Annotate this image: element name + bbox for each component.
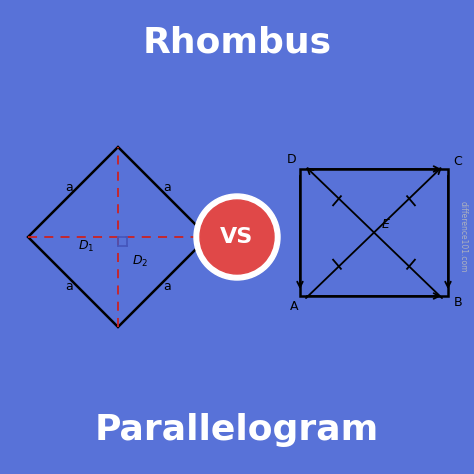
Text: difference101.com: difference101.com bbox=[458, 201, 467, 273]
Polygon shape bbox=[0, 104, 237, 370]
Polygon shape bbox=[237, 104, 474, 370]
Text: a: a bbox=[164, 181, 171, 194]
Text: Rhombus: Rhombus bbox=[143, 25, 331, 59]
Text: D: D bbox=[287, 153, 297, 165]
Text: $D_1$: $D_1$ bbox=[78, 238, 94, 254]
Text: a: a bbox=[164, 280, 171, 293]
Text: a: a bbox=[65, 280, 73, 293]
Circle shape bbox=[200, 200, 274, 274]
Text: B: B bbox=[454, 295, 462, 309]
Text: VS: VS bbox=[220, 227, 254, 247]
Polygon shape bbox=[0, 310, 474, 474]
Polygon shape bbox=[0, 0, 474, 164]
Text: $D_2$: $D_2$ bbox=[132, 254, 148, 269]
Text: A: A bbox=[290, 300, 298, 312]
Text: Parallelogram: Parallelogram bbox=[95, 413, 379, 447]
Text: E: E bbox=[382, 218, 390, 231]
Circle shape bbox=[194, 194, 280, 280]
Ellipse shape bbox=[2, 107, 472, 367]
Text: a: a bbox=[65, 181, 73, 194]
Text: C: C bbox=[454, 155, 462, 167]
